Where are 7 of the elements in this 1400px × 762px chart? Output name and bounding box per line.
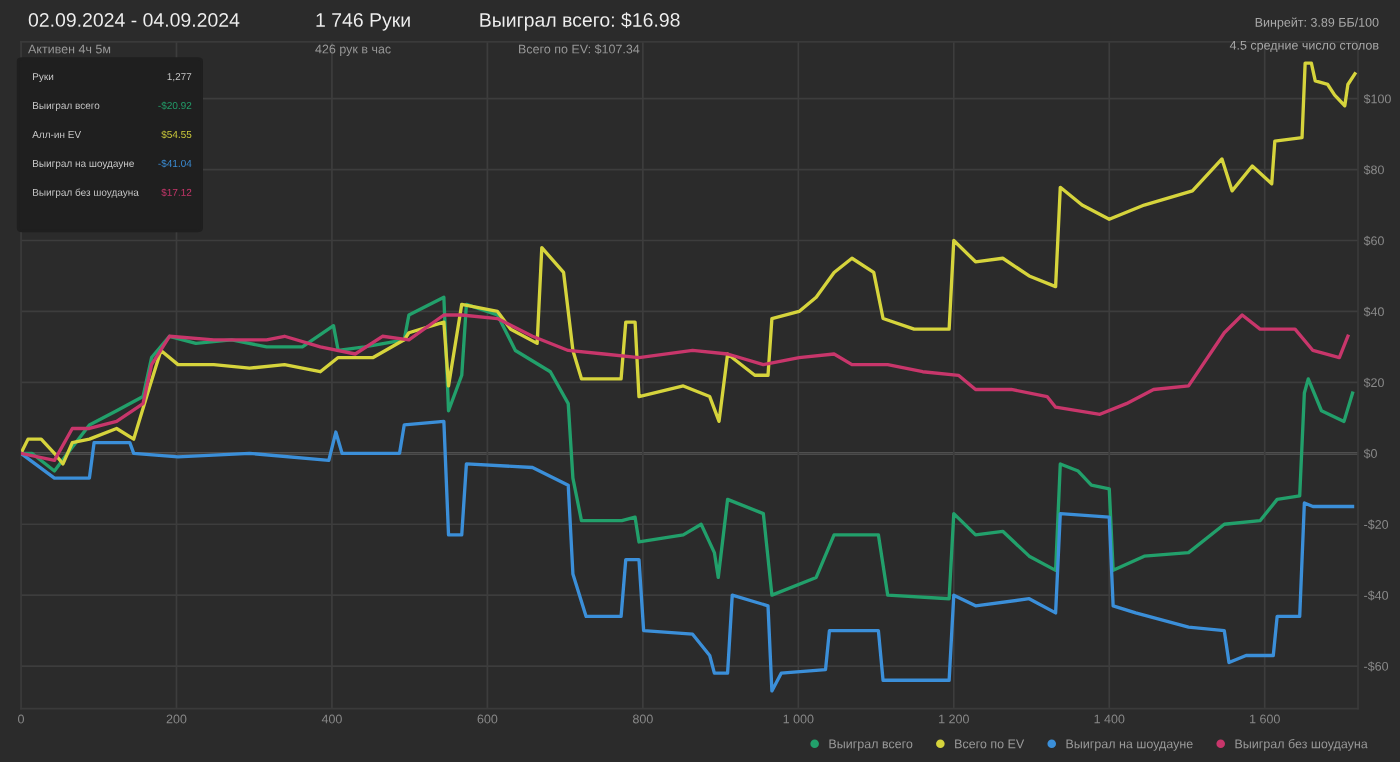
text: Выиграл всего: $16.98: [480, 12, 680, 31]
line-series: [21, 295, 1355, 601]
line-series: [21, 419, 1355, 693]
line-series: [21, 313, 1350, 463]
chart-title: 02.09.2024 - 04.09.2024: [28, 13, 240, 27]
text: 1 746 Руки: [316, 13, 410, 31]
line-series: [21, 61, 1357, 466]
